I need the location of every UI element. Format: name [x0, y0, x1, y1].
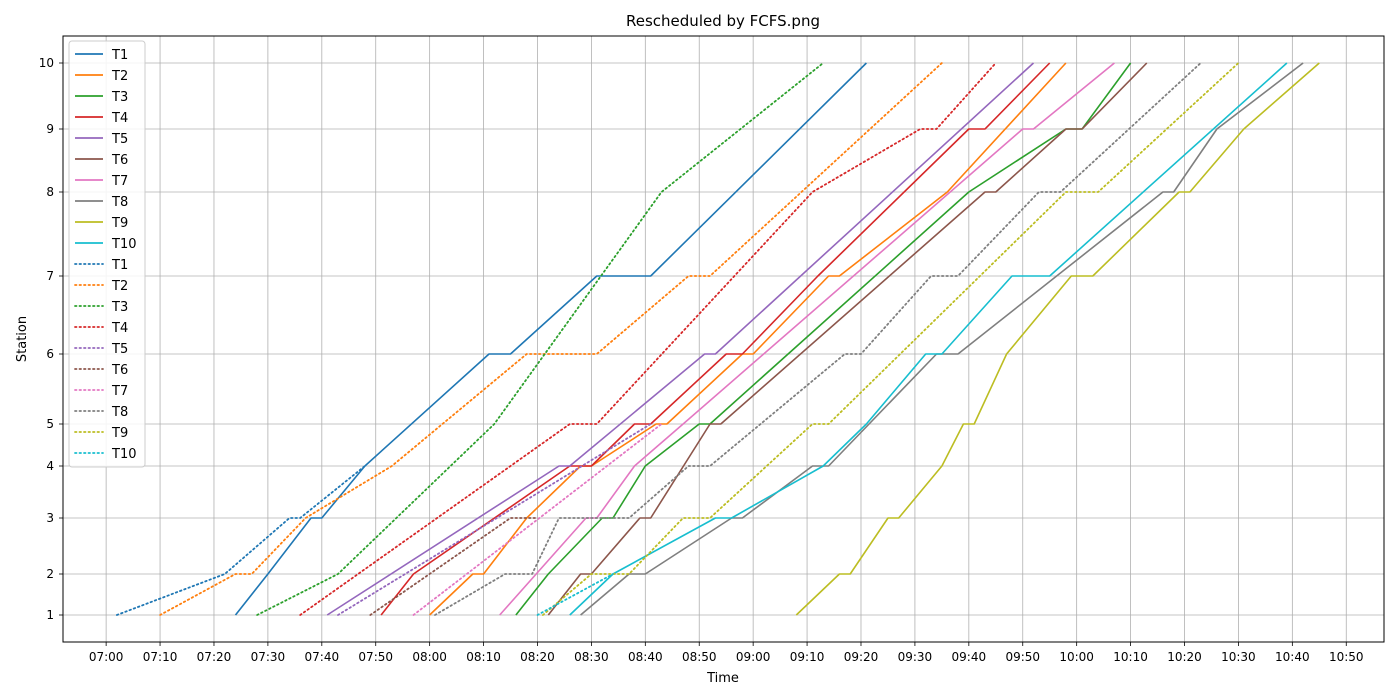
- x-tick-label: 09:10: [790, 650, 825, 664]
- y-tick-label: 9: [46, 122, 54, 136]
- y-tick-label: 4: [46, 459, 54, 473]
- legend-label: T8: [111, 195, 128, 210]
- x-tick-label: 08:40: [628, 650, 663, 664]
- x-tick-label: 09:40: [952, 650, 987, 664]
- series-line-t7-dotted: [412, 423, 663, 616]
- legend-label: T7: [111, 384, 128, 399]
- series-line-t5-solid: [326, 62, 1035, 616]
- legend-label: T5: [111, 132, 128, 147]
- series-line-t3-dotted: [256, 62, 825, 616]
- x-tick-label: 07:00: [89, 650, 124, 664]
- y-axis-label: Station: [15, 316, 30, 362]
- y-tick-label: 7: [46, 269, 54, 283]
- legend-label: T3: [111, 300, 128, 315]
- legend-label: T3: [111, 90, 128, 105]
- series-line-t3-solid: [515, 62, 1132, 616]
- legend-label: T2: [111, 279, 128, 294]
- x-tick-label: 07:50: [358, 650, 393, 664]
- plot-frame: [62, 35, 1385, 643]
- legend-label: T4: [111, 321, 128, 336]
- series-line-t8-dotted: [434, 62, 1202, 616]
- x-tick-label: 08:50: [682, 650, 717, 664]
- series-line-t4-dotted: [299, 62, 997, 616]
- y-tick-label: 5: [46, 417, 54, 431]
- y-tick-label: 6: [46, 347, 54, 361]
- x-tick-label: 09:50: [1005, 650, 1040, 664]
- series-line-t5-dotted: [337, 423, 652, 616]
- series-line-t9-solid: [795, 62, 1320, 616]
- x-tick-label: 10:50: [1329, 650, 1364, 664]
- legend-label: T1: [111, 258, 128, 273]
- y-tick-label: 8: [46, 185, 54, 199]
- legend-label: T2: [111, 69, 128, 84]
- legend-label: T8: [111, 405, 128, 420]
- legend-label: T10: [111, 447, 136, 462]
- series-line-t2-dotted: [159, 62, 943, 616]
- legend-label: T10: [111, 237, 136, 252]
- x-axis-label: Time: [706, 671, 739, 686]
- x-tick-label: 08:00: [412, 650, 447, 664]
- series-line-t10-solid: [569, 62, 1288, 616]
- x-tick-label: 09:20: [844, 650, 879, 664]
- x-tick-label: 07:10: [143, 650, 178, 664]
- x-tick-label: 10:40: [1275, 650, 1310, 664]
- legend-label: T6: [111, 363, 128, 378]
- x-tick-label: 07:20: [197, 650, 232, 664]
- series-line-t2-solid: [429, 62, 1067, 616]
- series-line-t8-solid: [580, 62, 1304, 616]
- legend-label: T5: [111, 342, 128, 357]
- series-line-t6-dotted: [369, 517, 539, 616]
- y-tick-label: 10: [39, 56, 54, 70]
- x-tick-label: 10:10: [1113, 650, 1148, 664]
- legend-label: T6: [111, 153, 128, 168]
- legend: T1 T2 T3 T4 T5 T6 T7 T8 T9 T10 T1 T2 T3 T4 T5 T6 T7 T8 T9 T…: [68, 40, 146, 468]
- series-line-t1-dotted: [116, 465, 366, 616]
- y-ticks: 1 2 3 4 5 6 7 8 9 10: [39, 56, 63, 622]
- x-tick-label: 07:30: [251, 650, 286, 664]
- series-line-t4-solid: [380, 62, 1051, 616]
- legend-label: T4: [111, 111, 128, 126]
- series-line-t10-dotted: [536, 573, 614, 616]
- legend-label: T9: [111, 426, 128, 441]
- x-tick-label: 08:10: [466, 650, 501, 664]
- legend-box: [68, 40, 146, 468]
- x-tick-label: 10:30: [1221, 650, 1256, 664]
- grid: [63, 36, 1384, 642]
- x-tick-label: 08:30: [574, 650, 609, 664]
- x-tick-label: 09:30: [898, 650, 933, 664]
- series-line-t6-solid: [547, 62, 1148, 616]
- legend-label: T7: [111, 174, 128, 189]
- legend-label: T1: [111, 48, 128, 63]
- series-line-t1-solid: [234, 62, 867, 616]
- x-tick-label: 09:00: [736, 650, 771, 664]
- x-ticks: 07:00 07:10 07:20 07:30 07:40 07:50 08:00 08:10…: [89, 642, 1364, 664]
- y-tick-label: 2: [46, 567, 54, 581]
- x-tick-label: 10:00: [1059, 650, 1094, 664]
- x-tick-label: 10:20: [1167, 650, 1202, 664]
- x-tick-label: 08:20: [520, 650, 555, 664]
- legend-label: T9: [111, 216, 128, 231]
- series-lines: [116, 62, 1320, 616]
- series-line-t9-dotted: [542, 62, 1240, 616]
- x-tick-label: 07:40: [305, 650, 340, 664]
- chart-title: Rescheduled by FCFS.png: [626, 12, 820, 30]
- y-tick-label: 1: [46, 608, 54, 622]
- y-tick-label: 3: [46, 511, 54, 525]
